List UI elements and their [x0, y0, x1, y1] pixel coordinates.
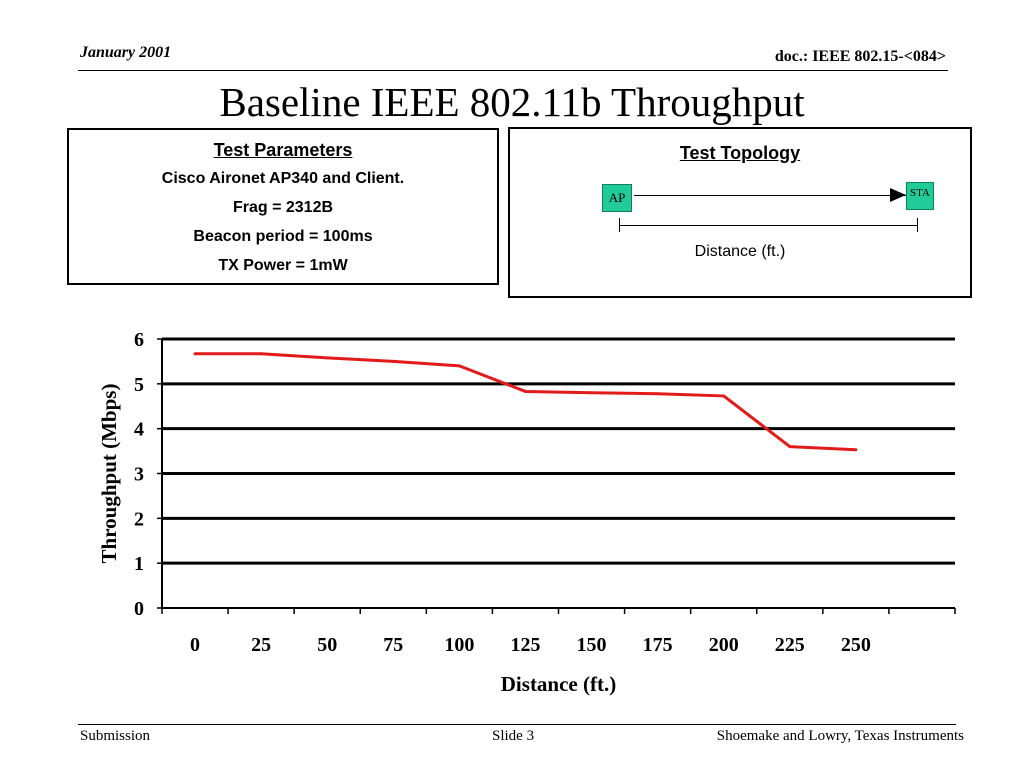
x-tick-label: 0 — [190, 634, 200, 656]
param-beacon: Beacon period = 100ms — [193, 228, 373, 245]
data-point — [722, 394, 726, 398]
data-point — [590, 391, 594, 395]
param-frag: Frag = 2312B — [232, 199, 334, 216]
x-tick-label: 125 — [510, 634, 540, 656]
ap-node: AP — [602, 184, 632, 212]
y-axis-title: Throughput (Mbps) — [97, 384, 121, 564]
test-parameters-box: Test Parameters Cisco Aironet AP340 and … — [67, 128, 499, 285]
footer-authors: Shoemake and Lowry, Texas Instruments — [716, 728, 964, 744]
x-tick-label: 150 — [577, 634, 607, 656]
y-tick-label: 1 — [134, 553, 144, 575]
header-doc-id: doc.: IEEE 802.15-<084> — [774, 48, 946, 65]
y-tick-label: 5 — [134, 374, 144, 396]
sta-node: STA — [906, 182, 934, 210]
x-tick-label: 100 — [444, 634, 474, 656]
param-tx-power: TX Power = 1mW — [218, 257, 348, 274]
dimension-tick-right — [917, 218, 918, 232]
data-point — [391, 359, 395, 363]
data-point — [788, 445, 792, 449]
x-tick-label: 225 — [775, 634, 805, 656]
footer-slide-number: Slide 3 — [492, 728, 535, 744]
data-point — [457, 364, 461, 368]
y-tick-label: 6 — [134, 329, 144, 351]
test-topology-box: Test Topology AP STA Distance (ft.) — [508, 127, 972, 298]
data-point — [259, 352, 263, 356]
series-line-0 — [195, 352, 856, 452]
data-point — [325, 356, 329, 360]
param-device: Cisco Aironet AP340 and Client. — [161, 170, 405, 187]
x-tick-label: 250 — [841, 634, 871, 656]
test-topology-heading: Test Topology — [679, 143, 801, 163]
footer-submission: Submission — [80, 728, 151, 744]
y-tick-label: 3 — [134, 464, 144, 486]
x-tick-label: 75 — [383, 634, 403, 656]
x-axis-title: Distance (ft.) — [501, 672, 616, 696]
distance-label: Distance (ft.) — [694, 243, 786, 260]
data-point — [656, 392, 660, 396]
header-date: January 2001 — [80, 44, 172, 61]
y-tick-label: 0 — [134, 598, 144, 620]
x-tick-label: 200 — [709, 634, 739, 656]
data-point — [193, 352, 197, 356]
link-arrow — [634, 195, 906, 196]
arrowhead-icon — [890, 188, 906, 202]
y-tick-label: 4 — [134, 419, 144, 441]
data-point — [523, 389, 527, 393]
header-rule — [78, 70, 948, 71]
slide-title: Baseline IEEE 802.11b Throughput — [219, 79, 805, 125]
footer-rule — [78, 724, 956, 725]
distance-dimension-line — [619, 225, 917, 226]
test-parameters-heading: Test Parameters — [213, 140, 353, 160]
dimension-tick-left — [619, 218, 620, 232]
x-tick-label: 175 — [643, 634, 673, 656]
data-point — [854, 448, 858, 452]
x-tick-label: 50 — [317, 634, 337, 656]
y-tick-label: 2 — [134, 508, 144, 530]
x-tick-label: 25 — [251, 634, 271, 656]
